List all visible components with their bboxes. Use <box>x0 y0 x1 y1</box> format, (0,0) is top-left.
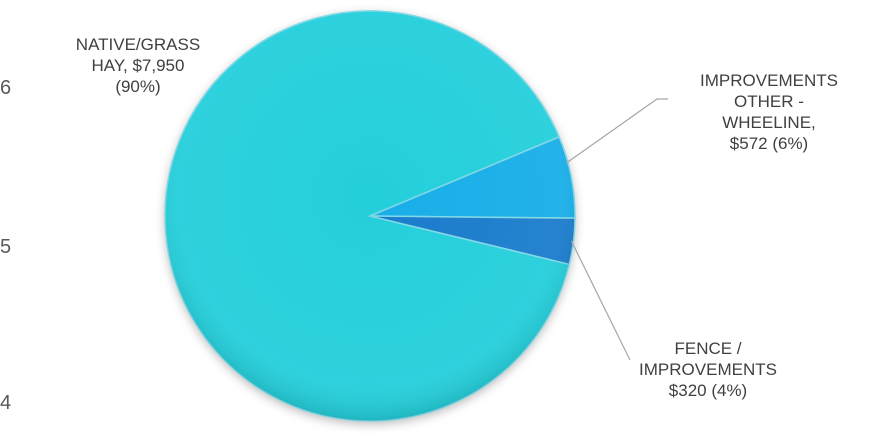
slice-label-line: OTHER - <box>734 92 804 111</box>
slice-label-improvements-wheeline: IMPROVEMENTS OTHER - WHEELINE, $572 (6%) <box>664 70 874 154</box>
leader-lines <box>565 98 668 361</box>
leader-line-fence-improvements <box>570 240 631 361</box>
slice-label-line: IMPROVEMENTS <box>700 71 838 90</box>
pie-sheen <box>165 11 575 421</box>
slice-label-line: $320 (4%) <box>668 381 748 400</box>
edge-tick-4: 4 <box>0 392 12 414</box>
slice-label-line: $572 (6%) <box>729 134 809 153</box>
slice-label-line: HAY, $7,950 <box>91 56 185 75</box>
slice-label-native-grass-hay: NATIVE/GRASS HAY, $7,950 (90%) <box>28 34 248 97</box>
pie-slices <box>164 10 576 422</box>
slice-label-fence-improvements: FENCE / IMPROVEMENTS $320 (4%) <box>598 338 818 401</box>
slice-label-line: WHEELINE, <box>722 113 816 132</box>
slice-label-line: NATIVE/GRASS <box>75 35 201 54</box>
slice-label-line: (90%) <box>115 77 161 96</box>
leader-line-improvements-wheeline <box>565 98 668 164</box>
edge-tick-5: 5 <box>0 236 12 258</box>
edge-tick-6: 6 <box>0 77 12 99</box>
slice-label-line: IMPROVEMENTS <box>639 360 777 379</box>
slice-label-line: FENCE / <box>674 339 742 358</box>
